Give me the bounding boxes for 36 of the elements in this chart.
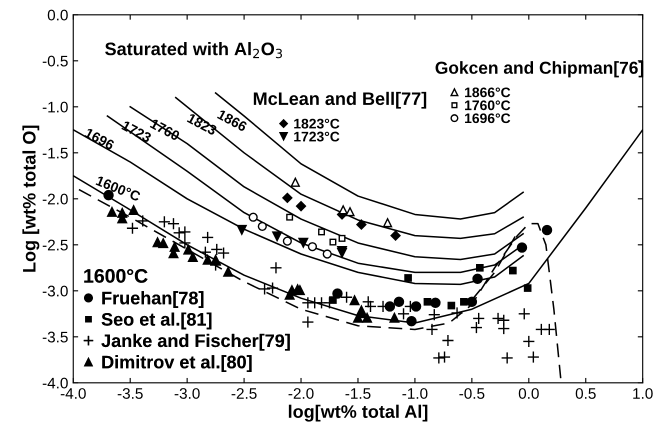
x-axis-title: log[wt% total Al] (288, 404, 428, 422)
annotation: Saturated with Al$_{2}$O$_{3}$ (105, 42, 282, 58)
y-tick-label: -0.5 (42, 56, 68, 66)
legend-label: Seo et al.[81] (102, 312, 212, 330)
x-tick-label: -1.0 (402, 388, 428, 399)
legend-label: Janke and Fischer[79] (101, 334, 290, 351)
legend-label: 1866°C (465, 87, 510, 98)
x-tick-label: -1.5 (345, 388, 370, 399)
x-tick-label: 0.5 (576, 388, 596, 399)
annotation: McLean and Bell[77] (254, 92, 426, 109)
y-tick-label: -3.5 (42, 332, 68, 342)
legend-label: Dimitrov et al.[80] (102, 355, 252, 372)
x-tick-label: -3.5 (118, 388, 143, 399)
y-tick-label: 0.0 (48, 10, 68, 20)
x-tick-label: -3.0 (174, 388, 200, 399)
legend-label: Fruehan[78] (102, 291, 204, 308)
legend-label: 1723°C (294, 132, 340, 142)
x-tick-label: 1.0 (633, 388, 653, 399)
x-tick-label: -4.0 (60, 388, 86, 399)
legend-title: 1600°C (84, 269, 148, 283)
annotation: 1696 (84, 128, 115, 150)
legend-label: 1696°C (465, 113, 510, 124)
legend-label: 1823°C (294, 118, 340, 129)
y-tick-label: -4.0 (42, 378, 68, 388)
y-tick-label: -2.5 (42, 240, 68, 250)
x-tick-label: -2.5 (232, 388, 257, 399)
x-tick-label: -2.0 (288, 388, 314, 399)
annotation: 1866 (216, 109, 248, 132)
y-tick-label: -2.0 (42, 194, 68, 204)
y-axis-title: Log [wt% total O] (22, 126, 40, 272)
x-tick-label: -0.5 (459, 388, 484, 399)
y-tick-label: -1.5 (42, 148, 68, 158)
y-tick-label: -1.0 (42, 102, 68, 112)
y-tick-label: -3.0 (42, 286, 68, 296)
x-tick-label: 0.0 (518, 388, 539, 399)
legend-label: 1760°C (465, 100, 510, 110)
